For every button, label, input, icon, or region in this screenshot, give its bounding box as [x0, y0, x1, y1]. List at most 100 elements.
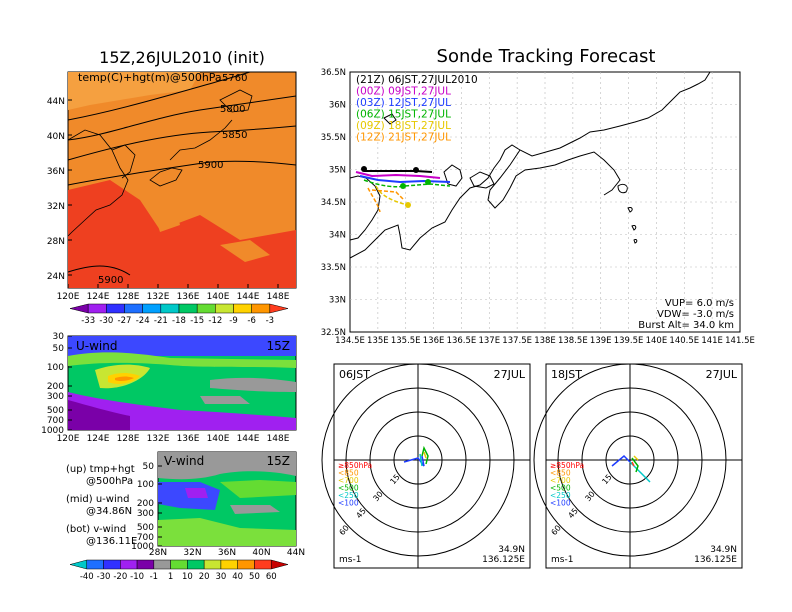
lat-tick-label: 32.5N: [321, 328, 346, 338]
lon-tick-label: 137.5E: [502, 336, 532, 346]
lon-tick-label: 136.5E: [447, 336, 477, 346]
lon-tick-label: 140E: [207, 434, 230, 444]
map-title: 15Z,26JUL2010 (init): [99, 48, 265, 67]
lat-tick-label: 24N: [47, 272, 65, 282]
pressure-tick-label: 300: [137, 509, 154, 519]
colorbar-label: -12: [208, 316, 222, 326]
run-label: (12Z) 21JST,27JUL: [356, 132, 451, 144]
colorbar-label: -1: [150, 572, 158, 582]
lon-tick-label: 148E: [267, 434, 290, 444]
forecast-runs-legend: (21Z) 06JST,27JUL2010(00Z) 09JST,27JUL(0…: [356, 74, 478, 144]
colorbar-label: 60: [266, 572, 277, 582]
contour-label: 5800: [220, 104, 245, 115]
colorbar-segment: [254, 559, 272, 570]
pressure-tick-label: 1000: [41, 426, 64, 436]
colorbar-label: -40: [80, 572, 94, 582]
colorbar-label: -3: [266, 316, 274, 326]
lat-tick-label: 33.5N: [321, 263, 346, 273]
panel-legend: (up) tmp+hgt @500hPa (mid) u-wind @34.86…: [66, 464, 137, 547]
colorbar-segment: [233, 303, 252, 314]
pressure-tick-label: 30: [53, 332, 65, 342]
colorbar-segment: [251, 303, 271, 314]
u-wind-time: 15Z: [267, 339, 291, 353]
vdw-label: VDW= -3.0 m/s: [657, 309, 734, 320]
forecast-title: Sonde Tracking Forecast: [437, 46, 656, 67]
lon-tick-label: 124E: [87, 434, 110, 444]
v-wind-time: 15Z: [267, 454, 291, 468]
lon-tick-label: 136E: [423, 336, 445, 346]
colorbar-label: -21: [154, 316, 168, 326]
hodograph-lon: 136.125E: [482, 555, 525, 565]
colorbar-label: 10: [182, 572, 193, 582]
v-wind-label: V-wind: [164, 454, 204, 468]
hodograph-date: 27JUL: [706, 368, 738, 381]
hodograph-06jst: 06JST 27JUL≥850hPa<850<700<500<250<100153…: [321, 363, 531, 569]
hodograph-lat: 34.9N: [498, 545, 525, 555]
lat-tick-label: 35.5N: [321, 133, 346, 143]
lon-tick-label: 140.5E: [669, 336, 699, 346]
colorbar-segment: [69, 559, 88, 570]
level-legend: <250: [338, 491, 359, 500]
hodograph-trace: [631, 461, 635, 467]
level-legend: <100: [550, 499, 571, 508]
legend-bot: (bot) v-wind: [66, 524, 126, 535]
hodograph-lon: 136.125E: [694, 555, 737, 565]
colorbar-segment: [120, 559, 138, 570]
pressure-tick-label: 300: [47, 392, 64, 402]
pressure-tick-label: 500: [137, 523, 154, 533]
colorbar-segment: [124, 303, 143, 314]
units-label: ms-1: [339, 555, 361, 565]
lat-tick-label: 28N: [149, 548, 167, 558]
lat-tick-label: 34N: [329, 231, 346, 241]
lat-tick-label: 32N: [183, 548, 201, 558]
lon-tick-label: 128E: [117, 292, 140, 302]
lon-tick-label: 135E: [367, 336, 389, 346]
colorbar-segment: [269, 303, 289, 314]
trajectory-00z: [355, 171, 441, 179]
lon-tick-label: 139.5E: [614, 336, 644, 346]
hodograph-trace: [633, 455, 639, 461]
legend-mid-level: @34.86N: [86, 506, 132, 517]
lon-tick-label: 132E: [147, 434, 170, 444]
legend-up: (up) tmp+hgt: [66, 464, 135, 475]
colorbar-segment: [220, 559, 238, 570]
colorbar-segment: [136, 559, 155, 570]
level-legend: ≥850hPa: [338, 461, 372, 470]
colorbar-segment: [237, 559, 255, 570]
hodograph-lat: 34.9N: [710, 545, 737, 555]
level-legend: <500: [338, 484, 359, 493]
run-label: (09Z) 18JST,27JUL: [356, 120, 451, 132]
lon-tick-label: 144E: [237, 292, 260, 302]
lat-tick-label: 34.5N: [321, 198, 346, 208]
legend-up-level: @500hPa: [86, 476, 133, 487]
vup-label: VUP= 6.0 m/s: [665, 298, 734, 309]
lon-tick-label: 132E: [147, 292, 170, 302]
level-legend: <100: [338, 499, 359, 508]
colorbar-segment: [203, 559, 222, 570]
contour-label: 5900: [198, 160, 223, 171]
sonde-forecast-map: Sonde Tracking Forecast (21Z) 06JST,27JU…: [321, 46, 755, 346]
hodograph-date: 27JUL: [494, 368, 526, 381]
colorbar-segment: [215, 303, 234, 314]
colorbar-segment: [170, 559, 188, 570]
lon-tick-label: 148E: [267, 292, 290, 302]
colorbar-segment: [196, 303, 216, 314]
colorbar-segment: [86, 559, 104, 570]
pressure-tick-label: 200: [47, 382, 64, 392]
colorbar-segment: [69, 303, 89, 314]
lon-tick-label: 135.5E: [391, 336, 421, 346]
lon-tick-label: 138.5E: [558, 336, 588, 346]
colorbar-label: 20: [199, 572, 210, 582]
hodograph-trace: [419, 453, 423, 467]
pressure-tick-label: 50: [143, 462, 155, 472]
lat-tick-label: 35N: [329, 166, 346, 176]
colorbar-segment: [103, 559, 121, 570]
lat-tick-label: 44N: [47, 97, 65, 107]
lat-tick-label: 40N: [47, 132, 65, 142]
level-legend: <250: [550, 491, 571, 500]
lat-tick-label: 36N: [218, 548, 236, 558]
pressure-tick-label: 200: [137, 499, 154, 509]
hodograph-18jst: 18JST 27JUL≥850hPa<850<700<500<250<100153…: [533, 363, 743, 569]
